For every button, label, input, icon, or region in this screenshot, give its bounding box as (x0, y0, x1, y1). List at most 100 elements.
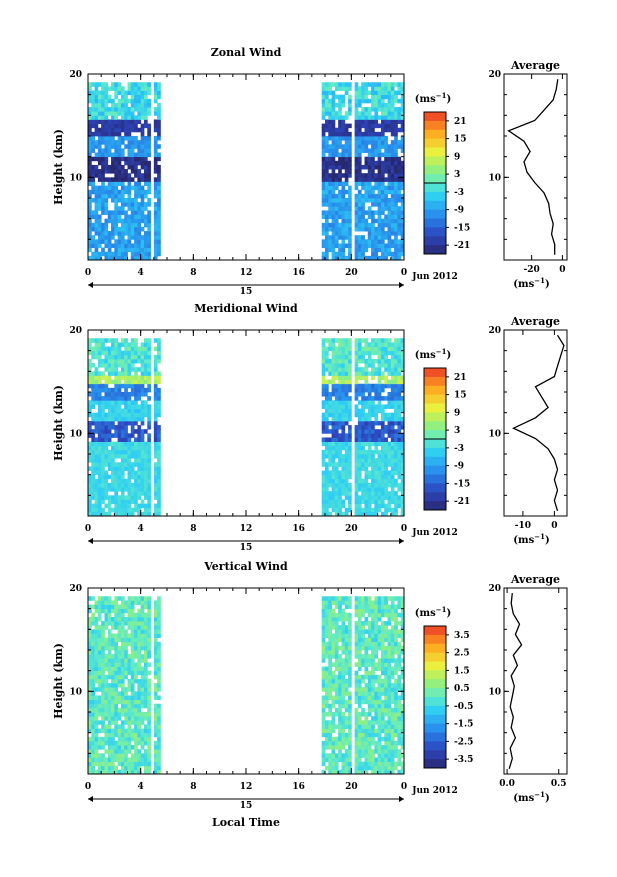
heatmap-cell (118, 733, 122, 738)
heatmap-cell (368, 504, 372, 509)
heatmap-cell (121, 495, 125, 500)
heatmap-cell (335, 437, 339, 442)
heatmap-cell (341, 638, 345, 643)
heatmap-cell (332, 454, 336, 459)
heatmap-cell (388, 417, 392, 422)
heatmap-cell (98, 392, 102, 397)
heatmap-cell (124, 716, 128, 721)
heatmap-cell (345, 413, 349, 418)
heatmap-cell (118, 433, 122, 438)
heatmap-cell (101, 708, 105, 713)
heatmap-cell (144, 371, 148, 376)
heatmap-cell (358, 629, 362, 634)
colorbar-band (424, 130, 446, 139)
heatmap-cell (397, 119, 401, 124)
heatmap-cell (345, 421, 349, 426)
heatmap-cell (332, 194, 336, 199)
heatmap-cell (374, 475, 378, 480)
heatmap-cell (157, 144, 161, 149)
heatmap-cell (345, 392, 349, 397)
heatmap-cell (341, 700, 345, 705)
heatmap-cell (88, 169, 92, 174)
heatmap-cell (98, 190, 102, 195)
heatmap-cell (322, 136, 326, 141)
heatmap-cell (108, 708, 112, 713)
heatmap-cell (137, 650, 141, 655)
heatmap-cell (394, 466, 398, 471)
heatmap-cell (365, 437, 369, 442)
heatmap-cell (118, 708, 122, 713)
heatmap-cell (134, 642, 138, 647)
heatmap-cell (388, 404, 392, 409)
heatmap-cell (131, 605, 135, 610)
heatmap-cell (154, 359, 158, 364)
heatmap-cell (88, 190, 92, 195)
heatmap-cell (365, 140, 369, 145)
heatmap-cell (128, 458, 132, 463)
heatmap-cell (128, 433, 132, 438)
heatmap-cell (397, 161, 401, 166)
heatmap-cell (397, 223, 401, 228)
heatmap-cell (131, 417, 135, 422)
heatmap-cell (95, 338, 99, 343)
heatmap-cell (101, 396, 105, 401)
heatmap-cell (325, 355, 329, 360)
heatmap-cell (374, 466, 378, 471)
heatmap-cell (378, 219, 382, 224)
heatmap-cell (338, 450, 342, 455)
heatmap-cell (98, 206, 102, 211)
heatmap-cell (328, 198, 332, 203)
heatmap-cell (341, 115, 345, 120)
heatmap-cell (378, 144, 382, 149)
heatmap-cell (121, 128, 125, 133)
heatmap-cell (332, 367, 336, 372)
heatmap-cell (154, 243, 158, 248)
heatmap-cell (144, 716, 148, 721)
heatmap-cell (338, 671, 342, 676)
heatmap-cell (397, 252, 401, 257)
heatmap-cell (141, 248, 145, 253)
heatmap-cell (384, 136, 388, 141)
heatmap-cell (154, 371, 158, 376)
heatmap-cell (397, 351, 401, 356)
heatmap-cell (128, 355, 132, 360)
heatmap-cell (124, 720, 128, 725)
heatmap-cell (91, 144, 95, 149)
heatmap-cell (371, 194, 375, 199)
heatmap-cell (147, 749, 151, 754)
heatmap-cell (88, 466, 92, 471)
heatmap-cell (91, 404, 95, 409)
heatmap-cell (128, 371, 132, 376)
heatmap-cell (114, 181, 118, 186)
heatmap-cell (114, 157, 118, 162)
heatmap-cell (137, 600, 141, 605)
heatmap-cell (322, 347, 326, 352)
heatmap-cell (131, 351, 135, 356)
heatmap-cell (147, 177, 151, 182)
heatmap-cell (147, 762, 151, 767)
heatmap-cell (118, 483, 122, 488)
heatmap-cell (88, 380, 92, 385)
heatmap-cell (98, 173, 102, 178)
heatmap-cell (124, 198, 128, 203)
heatmap-cell (374, 144, 378, 149)
heatmap-cell (137, 458, 141, 463)
heatmap-cell (104, 712, 108, 717)
heatmap-cell (332, 198, 336, 203)
heatmap-cell (397, 375, 401, 380)
heatmap-cell (128, 165, 132, 170)
heatmap-cell (124, 466, 128, 471)
heatmap-cell (118, 675, 122, 680)
heatmap-cell (95, 355, 99, 360)
heatmap-cell (141, 128, 145, 133)
heatmap-cell (111, 409, 115, 414)
heatmap-cell (124, 437, 128, 442)
heatmap-cell (108, 695, 112, 700)
heatmap-cell (121, 413, 125, 418)
heatmap-cell (108, 499, 112, 504)
heatmap-cell (384, 198, 388, 203)
heatmap-cell (358, 695, 362, 700)
heatmap-cell (121, 609, 125, 614)
heatmap-cell (328, 650, 332, 655)
heatmap-cell (322, 633, 326, 638)
